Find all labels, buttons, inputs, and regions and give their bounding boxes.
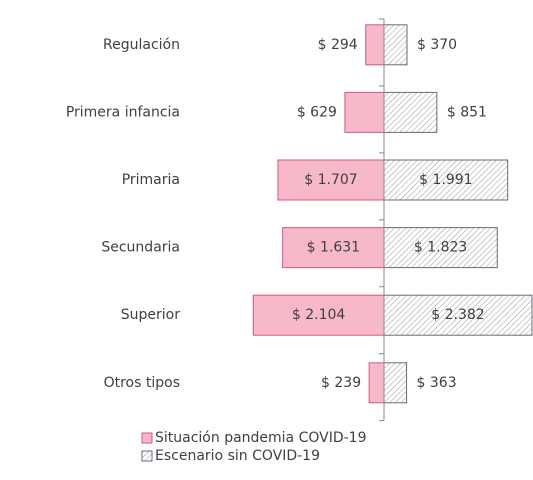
value-label: $ 1.707 [304,172,357,188]
category-label: Primaria [122,172,180,188]
bar [383,91,438,133]
legend-swatch [141,432,153,444]
category-label: Regulación [103,37,180,53]
value-label: $ 2.104 [292,307,346,323]
bar [383,24,408,66]
value-label: $ 363 [417,375,457,391]
bar [365,24,385,66]
category-label: Primera infancia [66,104,180,120]
value-label: $ 1.991 [419,172,472,188]
value-label: $ 239 [321,375,361,391]
bar [277,159,385,201]
value-label: $ 1.631 [307,240,360,256]
value-label: $ 1.823 [414,240,467,256]
legend-label: Situación pandemia COVID-19 [155,430,367,446]
bar [344,91,385,133]
legend-label: Escenario sin COVID-19 [155,448,320,464]
bar [383,227,498,269]
bar [282,227,385,269]
value-label: $ 851 [447,104,487,120]
category-label: Otros tipos [104,375,180,391]
value-label: $ 2.382 [431,307,484,323]
bar [368,362,385,404]
value-label: $ 370 [417,37,457,53]
bar [383,159,509,201]
legend-swatch [141,450,153,462]
category-label: Secundaria [101,240,180,256]
bar [252,294,385,336]
value-label: $ 629 [297,104,337,120]
bar [383,362,408,404]
category-label: Superior [121,307,180,323]
value-label: $ 294 [318,37,358,53]
